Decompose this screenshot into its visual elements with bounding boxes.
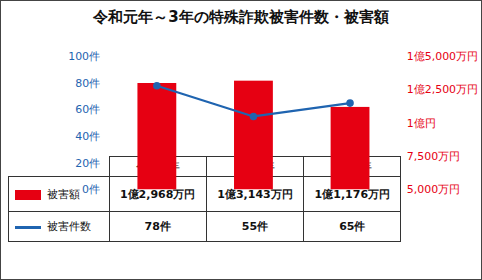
html-text:55件: 55件 — [241, 220, 269, 233]
svg-text:1億円: 1億円 — [407, 117, 436, 130]
svg-text:60件: 60件 — [75, 103, 100, 116]
svg-text:0件: 0件 — [82, 183, 100, 196]
svg-text:1億5,000万円: 1億5,000万円 — [407, 50, 478, 63]
html-text:令和元年: 令和元年 — [135, 160, 180, 173]
html-text:令和3年: 令和3年 — [332, 160, 373, 173]
html-text:被害件数: 被害件数 — [47, 220, 91, 233]
svg-text:7,500万円: 7,500万円 — [407, 150, 460, 163]
svg-text:5,000万円: 5,000万円 — [407, 183, 460, 196]
html-text:1億3,143万円: 1億3,143万円 — [217, 187, 293, 201]
html-text:78件: 78件 — [144, 220, 171, 233]
html-text:令和2年: 令和2年 — [235, 160, 275, 173]
html-text:令和元年～3年の特殊詐欺被害件数・被害額: 令和元年～3年の特殊詐欺被害件数・被害額 — [93, 8, 389, 26]
svg-text:1億2,500万円: 1億2,500万円 — [407, 83, 478, 96]
html-text:65件: 65件 — [339, 220, 366, 233]
html-text:被害額: 被害額 — [47, 187, 80, 201]
html-text:1億2,968万円: 1億2,968万円 — [119, 187, 196, 201]
html-text:1億1,176万円: 1億1,176万円 — [314, 187, 390, 201]
svg-text:100件: 100件 — [68, 50, 100, 63]
svg-text:20件: 20件 — [75, 157, 100, 170]
svg-text:40件: 40件 — [75, 130, 100, 143]
svg-text:80件: 80件 — [75, 77, 100, 90]
